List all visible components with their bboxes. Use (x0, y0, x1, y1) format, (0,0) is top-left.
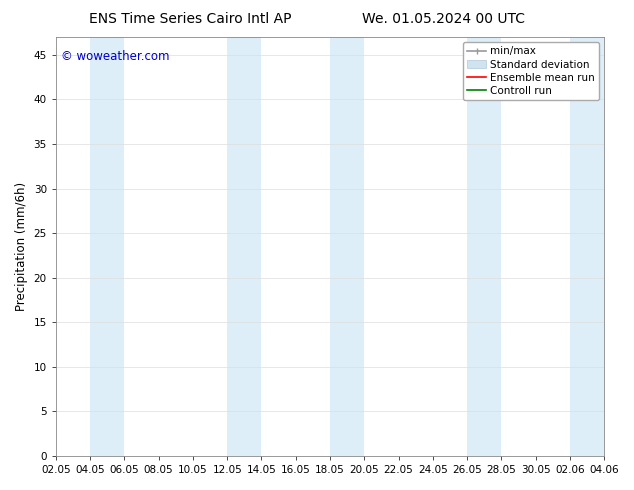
Y-axis label: Precipitation (mm/6h): Precipitation (mm/6h) (15, 182, 28, 311)
Bar (227, 37, 261, 456)
Text: © woweather.com: © woweather.com (61, 49, 170, 63)
Bar (90, 37, 124, 456)
Text: We. 01.05.2024 00 UTC: We. 01.05.2024 00 UTC (362, 12, 526, 26)
Legend: min/max, Standard deviation, Ensemble mean run, Controll run: min/max, Standard deviation, Ensemble me… (463, 42, 599, 100)
Bar (330, 37, 365, 456)
Bar (570, 37, 604, 456)
Text: ENS Time Series Cairo Intl AP: ENS Time Series Cairo Intl AP (89, 12, 292, 26)
Bar (467, 37, 501, 456)
